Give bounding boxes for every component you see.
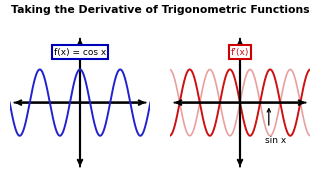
Text: f’(x): f’(x): [231, 48, 249, 57]
Text: Taking the Derivative of Trigonometric Functions: Taking the Derivative of Trigonometric F…: [11, 5, 309, 15]
Text: sin x: sin x: [265, 136, 286, 145]
Text: f(x) = cos x: f(x) = cos x: [54, 48, 106, 57]
